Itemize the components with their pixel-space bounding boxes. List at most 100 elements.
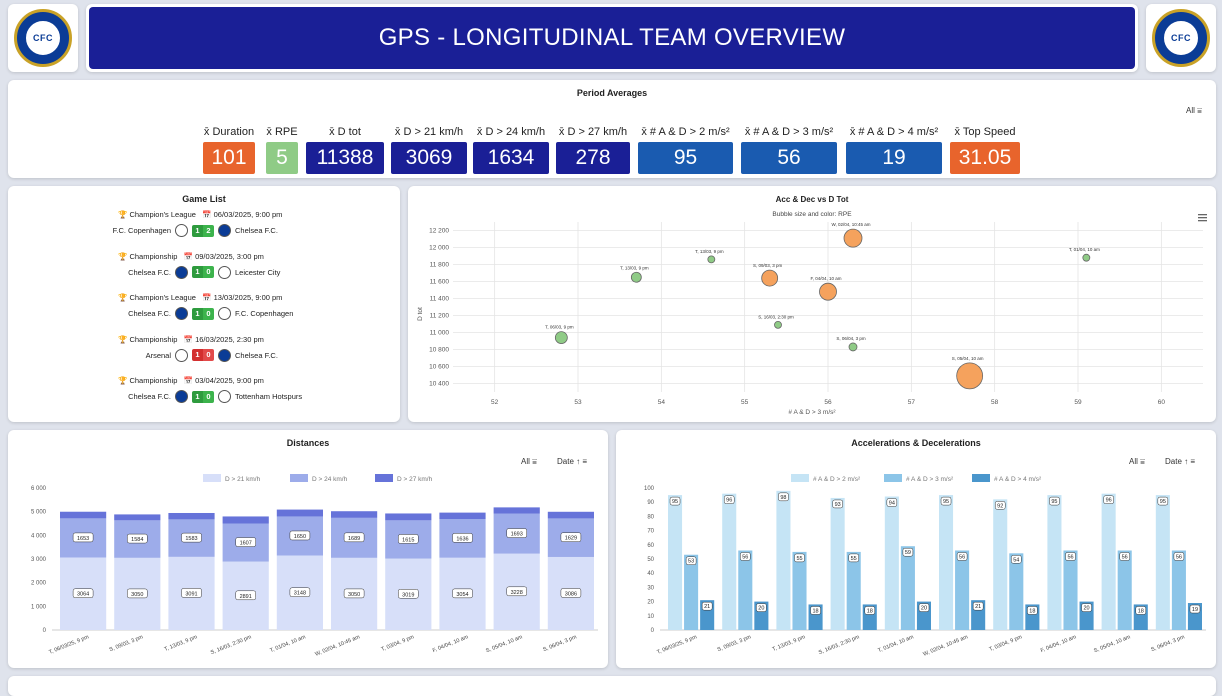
data-label-box: [72, 532, 94, 543]
bar[interactable]: [1155, 495, 1170, 630]
data-label: 20: [758, 606, 764, 612]
away-score: 0: [203, 349, 214, 361]
data-label: 56: [1067, 554, 1073, 560]
data-label-box: [1049, 496, 1060, 506]
data-label: 53: [688, 559, 694, 565]
data-label: 92: [997, 503, 1003, 509]
bar[interactable]: [114, 514, 161, 521]
legend-label: # A & D > 4 m/s²: [994, 476, 1042, 483]
bubble-point[interactable]: [956, 362, 984, 390]
y-tick-label: 6 000: [31, 486, 47, 492]
bubble-point[interactable]: [848, 342, 858, 352]
y-tick-label: 11 000: [430, 330, 450, 337]
header-banner: GPS - LONGITUDINAL TEAM OVERVIEW: [86, 4, 1138, 72]
data-label-box: [343, 532, 365, 543]
kpi-label: x̄ Top Speed: [954, 126, 1016, 138]
bar[interactable]: [331, 511, 378, 518]
bar[interactable]: [1063, 550, 1078, 630]
data-label: 96: [726, 498, 732, 504]
bar[interactable]: [168, 512, 215, 520]
legend-swatch: [972, 474, 990, 482]
bar[interactable]: [1171, 550, 1186, 630]
bar[interactable]: [1047, 495, 1062, 630]
bubble-point[interactable]: [630, 271, 642, 283]
legend-label: # A & D > 3 m/s²: [906, 476, 954, 483]
distances-filter[interactable]: All ⩸: [521, 457, 537, 467]
x-tick-label: S, 05/04, 10 am: [485, 634, 524, 654]
bar[interactable]: [884, 496, 899, 630]
filter-icon: ⩸: [1140, 457, 1145, 466]
bar[interactable]: [493, 507, 540, 514]
bubble-label: T, 01/04, 10 am: [1069, 247, 1100, 252]
bar[interactable]: [222, 516, 269, 524]
bar[interactable]: [547, 511, 594, 519]
x-tick-label: T, 06/03/25, 9 pm: [48, 634, 90, 656]
x-tick-label: 54: [658, 399, 666, 406]
kpi-value: 19: [846, 142, 942, 174]
bubble-point[interactable]: [707, 255, 716, 264]
bar[interactable]: [722, 493, 737, 630]
data-label: 95: [1160, 499, 1166, 505]
bar[interactable]: [1009, 553, 1024, 630]
bar[interactable]: [684, 554, 699, 630]
bar[interactable]: [993, 499, 1008, 630]
bubble-title: Acc & Dec vs D Tot: [776, 195, 849, 204]
data-label: 3019: [402, 592, 414, 598]
sort-up-icon: ↑: [1184, 457, 1189, 466]
accdec-sort[interactable]: Date ↑ ≡: [1165, 457, 1195, 466]
data-label: 56: [1176, 554, 1182, 560]
bar[interactable]: [900, 546, 915, 630]
away-badge-icon: [218, 224, 231, 237]
bar[interactable]: [1101, 493, 1116, 630]
trophy-icon: 🏆: [118, 251, 128, 261]
bar[interactable]: [939, 495, 954, 630]
bubble-point[interactable]: [761, 269, 779, 287]
bar[interactable]: [955, 550, 970, 630]
bar[interactable]: [738, 550, 753, 630]
accdec-filter[interactable]: All ⩸: [1129, 457, 1145, 467]
legend-swatch: [791, 474, 809, 482]
y-tick-label: 10: [647, 614, 654, 620]
data-label: 95: [672, 499, 678, 505]
bar[interactable]: [1117, 550, 1132, 630]
legend-label: D > 21 km/h: [225, 476, 261, 483]
bar[interactable]: [830, 497, 845, 630]
trophy-icon: 🏆: [118, 334, 128, 344]
bubble-point[interactable]: [819, 282, 837, 301]
home-badge-icon: [175, 265, 188, 279]
menu-icon[interactable]: [1198, 214, 1207, 222]
data-label: 56: [959, 554, 965, 560]
kpi-value: 3069: [391, 142, 467, 174]
bar[interactable]: [792, 551, 807, 630]
bar[interactable]: [668, 495, 683, 630]
crest-icon: CFC: [1162, 19, 1200, 57]
bubble-point[interactable]: [843, 228, 863, 248]
x-tick-label: W, 02/04, 10:45 am: [314, 634, 361, 658]
legend-label: D > 27 km/h: [397, 476, 433, 483]
bar[interactable]: [439, 512, 486, 520]
away-team: Chelsea F.C.: [235, 350, 278, 360]
bar[interactable]: [846, 551, 861, 630]
period-filter[interactable]: All ⩸: [1186, 106, 1202, 116]
bubble-point[interactable]: [554, 331, 568, 345]
away-badge-icon: [218, 307, 231, 320]
bubble-point[interactable]: [774, 320, 782, 329]
distances-sort[interactable]: Date ↑ ≡: [557, 457, 587, 466]
data-label-box: [778, 492, 789, 502]
bar[interactable]: [60, 511, 107, 519]
bubble-point[interactable]: [1082, 253, 1091, 262]
data-label-box: [701, 601, 713, 611]
x-tick-label: 60: [1158, 399, 1166, 406]
y-tick-label: 2 000: [31, 581, 47, 587]
bar[interactable]: [776, 490, 791, 630]
bubble-label: T, 06/03, 9 pm: [545, 325, 574, 330]
x-tick-label: 55: [741, 399, 749, 406]
y-tick-label: 1 000: [31, 604, 47, 610]
bar[interactable]: [276, 509, 323, 517]
x-tick-label: 58: [991, 399, 999, 406]
sort-icon: ≡: [582, 457, 588, 466]
bar[interactable]: [385, 513, 432, 521]
bubble-label: F, 04/04, 10 am: [810, 276, 841, 281]
